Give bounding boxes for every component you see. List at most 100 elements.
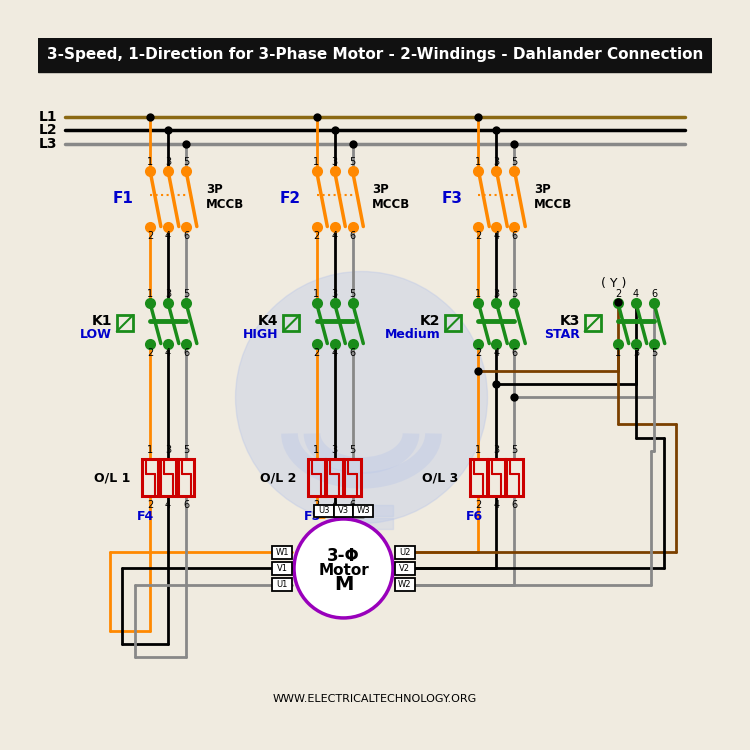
Text: 3: 3 (494, 157, 500, 166)
Text: 4: 4 (494, 500, 500, 511)
Text: F6: F6 (466, 510, 482, 523)
Text: 4: 4 (633, 289, 639, 299)
Text: K3: K3 (560, 314, 580, 328)
Text: W2: W2 (398, 580, 412, 590)
Bar (470, 459, 487, 497)
Text: V1: V1 (277, 564, 288, 573)
Text: 2: 2 (314, 347, 320, 358)
Bar (353, 505, 374, 518)
Text: 6: 6 (183, 230, 189, 241)
Text: 6: 6 (350, 230, 355, 241)
Bar (272, 562, 292, 574)
Bar (585, 315, 601, 332)
Text: 6: 6 (512, 230, 518, 241)
Circle shape (236, 272, 488, 524)
Text: 1: 1 (476, 445, 482, 454)
Text: 4: 4 (332, 230, 338, 241)
Text: V3: V3 (338, 506, 349, 515)
Text: F2: F2 (279, 191, 300, 206)
Text: F3: F3 (441, 191, 462, 206)
Text: 2: 2 (615, 289, 621, 299)
Text: 6: 6 (350, 500, 355, 511)
Bar (308, 459, 325, 497)
Bar (394, 546, 415, 559)
Text: 1: 1 (147, 289, 153, 299)
Text: 6: 6 (512, 500, 518, 511)
Text: 5: 5 (350, 445, 355, 454)
Text: 1: 1 (476, 289, 482, 299)
Text: 1: 1 (147, 445, 153, 454)
Text: 3: 3 (165, 289, 171, 299)
Bar (330, 506, 393, 516)
Text: 3: 3 (165, 157, 171, 166)
Text: HIGH: HIGH (243, 328, 279, 341)
Text: 1: 1 (615, 347, 621, 358)
Bar (284, 315, 299, 332)
Text: 5: 5 (183, 445, 189, 454)
Bar (488, 459, 505, 497)
Text: M: M (334, 575, 353, 594)
Bar (178, 459, 194, 497)
Bar (334, 505, 353, 518)
Text: 3: 3 (332, 445, 338, 454)
Text: W3: W3 (356, 506, 370, 515)
Text: K2: K2 (420, 314, 441, 328)
Bar (160, 459, 176, 497)
Text: 3: 3 (633, 347, 639, 358)
Text: 6: 6 (350, 347, 355, 358)
Bar (330, 518, 393, 529)
Text: K1: K1 (92, 314, 112, 328)
Text: 6: 6 (512, 347, 518, 358)
Text: 2: 2 (314, 500, 320, 511)
Text: 2: 2 (476, 347, 482, 358)
Text: 5: 5 (512, 157, 518, 166)
Text: L1: L1 (39, 110, 57, 124)
Text: 6: 6 (183, 347, 189, 358)
Text: LOW: LOW (80, 328, 112, 341)
Text: 2: 2 (147, 347, 153, 358)
Text: 5: 5 (512, 289, 518, 299)
Text: STAR: STAR (544, 328, 580, 341)
Text: 1: 1 (314, 289, 320, 299)
Bar (314, 505, 334, 518)
Text: 2: 2 (147, 500, 153, 511)
Bar (272, 546, 292, 559)
Text: 4: 4 (494, 347, 500, 358)
Text: F5: F5 (304, 510, 321, 523)
Text: 4: 4 (332, 500, 338, 511)
Text: 3P
MCCB: 3P MCCB (534, 183, 572, 211)
Text: 5: 5 (512, 445, 518, 454)
Text: 3: 3 (332, 157, 338, 166)
Circle shape (294, 519, 393, 618)
Text: 6: 6 (651, 289, 657, 299)
Text: ( Y ): ( Y ) (601, 277, 626, 290)
Text: W1: W1 (275, 548, 289, 556)
Text: 3: 3 (494, 445, 500, 454)
Text: 4: 4 (165, 230, 171, 241)
Text: L3: L3 (39, 136, 57, 151)
Text: 3P
MCCB: 3P MCCB (372, 183, 410, 211)
Text: V2: V2 (399, 564, 410, 573)
Text: 3: 3 (165, 445, 171, 454)
Bar (506, 459, 523, 497)
Text: 5: 5 (651, 347, 657, 358)
Text: 4: 4 (165, 347, 171, 358)
Text: 1: 1 (147, 157, 153, 166)
Text: 3-Φ: 3-Φ (327, 547, 360, 565)
Text: 4: 4 (494, 230, 500, 241)
Text: 1: 1 (476, 157, 482, 166)
Text: 4: 4 (332, 347, 338, 358)
Text: 1: 1 (314, 445, 320, 454)
Bar (38, 38, 712, 72)
Text: 3P
MCCB: 3P MCCB (206, 183, 244, 211)
Bar (326, 459, 343, 497)
Text: 5: 5 (183, 289, 189, 299)
Text: F4: F4 (137, 510, 154, 523)
Text: 4: 4 (165, 500, 171, 511)
Bar (394, 562, 415, 574)
Text: Medium: Medium (385, 328, 441, 341)
Bar (446, 315, 461, 332)
Text: O/L 1: O/L 1 (94, 471, 130, 484)
Text: 2: 2 (147, 230, 153, 241)
Bar (344, 459, 361, 497)
